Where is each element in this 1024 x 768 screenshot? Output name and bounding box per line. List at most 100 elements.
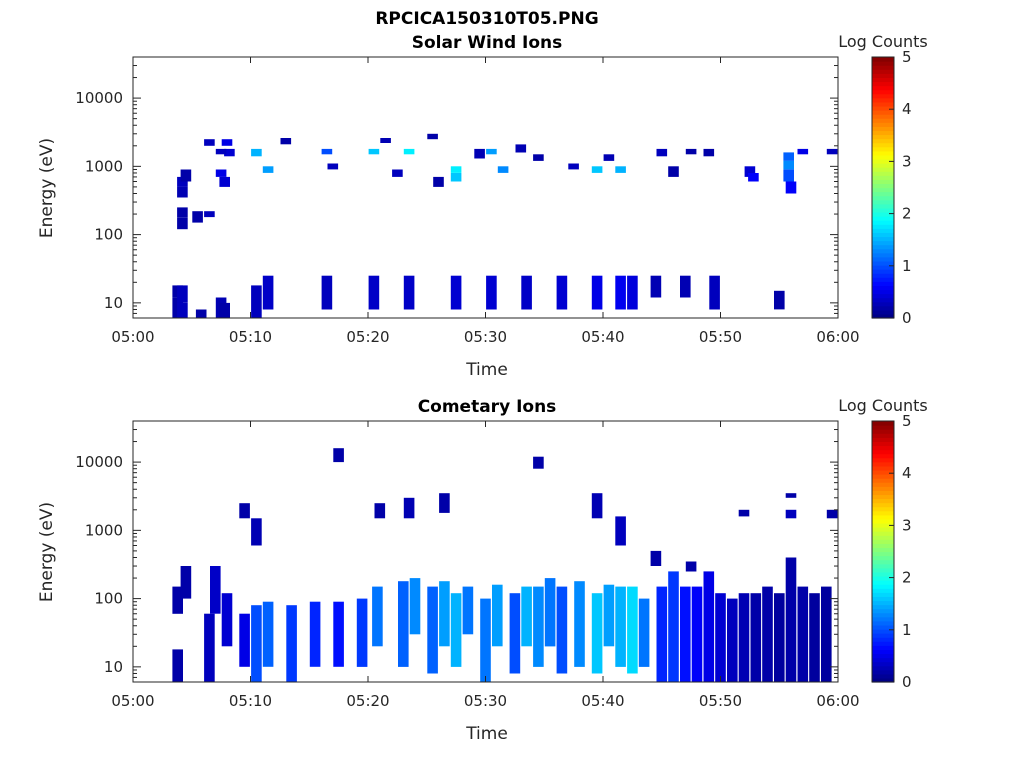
panel1-colorbar-segment	[872, 195, 894, 201]
panel2-colorbar-segment	[872, 437, 894, 442]
panel2-heatmap-cell	[210, 566, 221, 614]
panel1-y-tick-label: 10	[104, 294, 123, 312]
panel1-heatmap-cell	[368, 148, 380, 155]
panel2-heatmap-cells	[172, 448, 838, 682]
panel1-colorbar-segment	[872, 134, 894, 140]
panel1-colorbar-segment	[872, 207, 894, 213]
panel2-colorbar-segment	[872, 657, 894, 663]
panel2-heatmap-cell	[656, 586, 668, 682]
panel1-colorbar-segment	[872, 305, 894, 311]
panel2-heatmap-cell	[372, 586, 383, 647]
panel2-heatmap-cell	[172, 586, 183, 614]
panel1-colorbar-segment	[872, 167, 894, 172]
panel2-colorbar-segment	[872, 669, 894, 675]
panel2-heatmap-cell	[627, 586, 638, 674]
panel2-x-tick-label: 05:20	[346, 692, 389, 710]
panel2-heatmap-cell	[480, 598, 491, 682]
panel2-colorbar-tick-label: 5	[902, 412, 912, 430]
panel2-colorbar-segment	[872, 514, 894, 520]
panel1-heatmap-cell	[591, 166, 603, 173]
panel1-heatmap-cell	[591, 275, 603, 310]
panel1-colorbar-segment	[872, 179, 894, 185]
panel2-colorbar-segment	[872, 608, 894, 614]
panel2-colorbar-segment	[872, 628, 894, 634]
panel2-y-tick-label: 1000	[85, 521, 123, 539]
panel1-heatmap-cell	[219, 302, 230, 318]
panel1-colorbar-segment	[872, 146, 894, 152]
panel2-colorbar-segment	[872, 494, 894, 500]
panel1-colorbar-segment	[872, 183, 894, 189]
panel2-colorbar-segment	[872, 478, 894, 483]
panel1-colorbar-tick-label: 4	[902, 100, 912, 118]
panel1-colorbar-segment	[872, 277, 894, 282]
panel1-colorbar-segment	[872, 191, 894, 197]
panel1-heatmap-cell	[748, 173, 759, 182]
panel1-colorbar-segment	[872, 57, 894, 62]
panel1-heatmap-cell	[380, 138, 391, 143]
panel1-colorbar-segment	[872, 163, 894, 168]
panel1-colorbar-segment	[872, 65, 894, 70]
panel2-colorbar-segment	[872, 596, 894, 602]
panel1-heatmap-cell	[450, 166, 462, 173]
panel2-heatmap-cell	[409, 578, 421, 635]
panel1-colorbar-frame	[871, 56, 895, 319]
panel2-colorbar-segment	[872, 441, 894, 447]
panel1-heatmap-cell	[327, 163, 339, 170]
panel1-colorbar-tick-label: 5	[902, 48, 912, 66]
panel2-colorbar-segment	[872, 453, 894, 459]
panel1-heatmap-cell	[486, 148, 497, 155]
panel2-colorbar-segment	[872, 624, 894, 630]
panel2-colorbar-tick-label: 1	[902, 621, 912, 639]
panel2-heatmap-cell	[591, 493, 603, 519]
panel1-x-tick-label: 05:50	[699, 328, 742, 346]
panel1-colorbar-segment	[872, 171, 894, 176]
panel1-heatmap-cell	[744, 166, 756, 177]
panel2-heatmap-cell	[309, 601, 321, 667]
panel2-colorbar-segment	[872, 559, 894, 565]
panel1-colorbar-segment	[872, 81, 894, 87]
panel2-colorbar-segment	[872, 616, 894, 622]
panel2-colorbar-segment	[872, 588, 894, 593]
panel1-heatmap-cell	[215, 169, 227, 177]
panel-solar-wind-ions: Solar Wind Ions 05:00 05:10 05:20 05:30 05:4…	[37, 32, 928, 380]
panel2-colorbar-segment	[872, 522, 894, 528]
panel2-colorbar-segment	[872, 531, 894, 536]
panel1-heatmap-cell	[556, 275, 568, 310]
panel2-colorbar-segment	[872, 461, 894, 467]
panel2-colorbar-segment	[872, 612, 894, 618]
panel2-heatmap-cell	[180, 566, 192, 599]
panel2-colorbar-segment	[872, 469, 894, 475]
panel1-heatmap-cell	[783, 169, 794, 182]
panel1-colorbar-segment	[872, 105, 894, 111]
panel2-heatmap-cell	[333, 601, 344, 667]
panel1-colorbar-segment	[872, 297, 894, 303]
panel1-heatmap-cell	[497, 166, 509, 173]
panel2-colorbar-segment	[872, 506, 894, 512]
panel1-colorbar-segment	[872, 122, 894, 127]
panel1-heatmap-cell	[180, 169, 192, 182]
panel1-colorbar-segment	[872, 126, 894, 132]
panel1-colorbar-segment	[872, 118, 894, 123]
panel2-heatmap-cell	[685, 561, 697, 572]
panel2-colorbar-segment	[872, 673, 894, 679]
panel1-heatmap-cell	[177, 302, 188, 318]
panel1-colorbar-segment	[872, 244, 894, 250]
panel2-heatmap-cell	[221, 593, 233, 647]
panel1-colorbar-segment	[872, 69, 894, 74]
panel2-heatmap-cell	[398, 581, 409, 667]
panel2-colorbar-segment	[872, 600, 894, 606]
panel-cometary-ions: Cometary Ions 05:00 05:10 05:20 05:30 05:40 0…	[37, 396, 928, 744]
panel1-colorbar-segment	[872, 216, 894, 221]
panel1-colorbar-segment	[872, 232, 894, 238]
panel2-heatmap-cell	[738, 509, 750, 517]
panel2-heatmap-cell	[262, 601, 274, 667]
panel2-x-tick-label: 05:10	[229, 692, 272, 710]
panel1-heatmap-cell	[368, 275, 380, 310]
panel2-heatmap-cell	[703, 571, 715, 682]
panel2-colorbar-segment	[872, 482, 894, 487]
panel2-heatmap-cell	[204, 613, 215, 682]
panel2-heatmap-cell	[356, 598, 368, 667]
panel1-heatmap-cell	[221, 139, 233, 146]
panel2-heatmap-cell	[286, 605, 297, 682]
panel1-colorbar-segment	[872, 175, 894, 180]
